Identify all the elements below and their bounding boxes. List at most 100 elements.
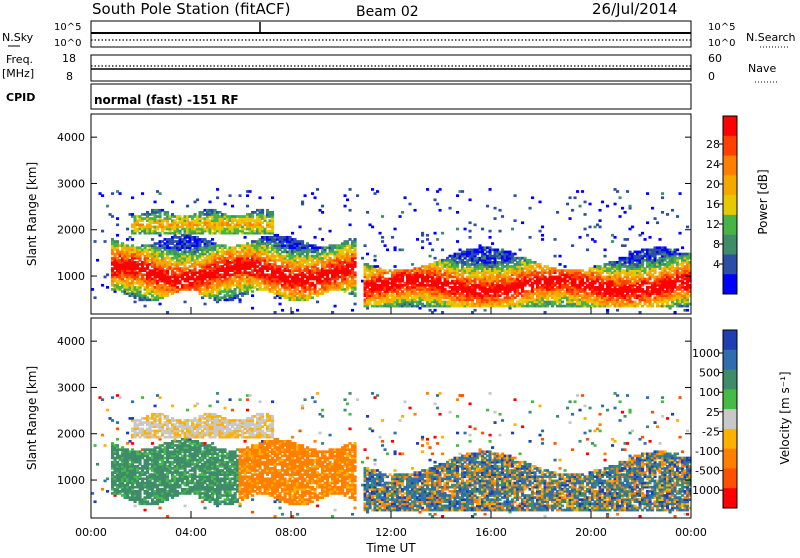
power-cell [251, 307, 254, 310]
power-cell [611, 240, 614, 243]
power-cell [554, 255, 557, 258]
power-cell [311, 192, 314, 195]
power-cell [101, 284, 104, 287]
power-cell [569, 217, 572, 220]
power-data-layer [91, 188, 692, 314]
power-cell [366, 211, 369, 214]
power-cell [484, 309, 487, 312]
nave-tick-top: 60 [708, 52, 722, 65]
power-cell [94, 240, 97, 243]
power-cell [539, 263, 542, 266]
power-cell [351, 309, 354, 312]
power-cell [441, 311, 444, 314]
power-cell [399, 215, 402, 218]
power-cell [354, 292, 357, 295]
power-cell [414, 209, 417, 212]
power-cell [304, 194, 307, 197]
power-cell [321, 205, 324, 208]
power-cell [619, 215, 622, 218]
power-cell [171, 201, 174, 204]
power-cell [614, 203, 617, 206]
freq-tick-top: 18 [62, 52, 76, 65]
power-cell [441, 232, 444, 235]
power-cell [166, 311, 169, 314]
power-cell [249, 190, 252, 193]
power-cell [366, 253, 369, 256]
power-cell [349, 188, 352, 191]
power-cell [381, 236, 384, 239]
power-cell [486, 205, 489, 208]
power-cell [331, 311, 334, 314]
power-cell [391, 236, 394, 239]
power-cell [409, 203, 412, 206]
power-cell [426, 234, 429, 237]
cpid-strip: CPID normal (fast) -151 RF [6, 84, 691, 109]
power-cell [564, 265, 567, 268]
power-cell [364, 244, 367, 247]
power-cell [589, 203, 592, 206]
power-cell [469, 236, 472, 239]
power-cell [539, 230, 542, 233]
power-cell [494, 207, 497, 210]
power-cell [439, 209, 442, 212]
power-cell [371, 226, 374, 229]
power-cell [529, 236, 532, 239]
power-cell [599, 219, 602, 222]
power-cell [394, 246, 397, 249]
power-cell [144, 305, 147, 308]
power-cell [314, 196, 317, 199]
power-cell [499, 230, 502, 233]
power-cell [581, 190, 584, 193]
power-cell [619, 196, 622, 199]
power-cell [519, 248, 522, 251]
power-cell [401, 248, 404, 251]
power-cell [101, 230, 104, 233]
power-cell [429, 242, 432, 245]
power-cell [574, 196, 577, 199]
power-cell [131, 238, 134, 241]
power-cell [94, 296, 97, 299]
power-cell [216, 196, 219, 199]
power-cell [106, 273, 109, 276]
power-cell [599, 226, 602, 229]
power-cell [384, 244, 387, 247]
power-cell [511, 228, 514, 231]
power-cell [376, 190, 379, 193]
power-cell [246, 194, 249, 197]
freq-strip: Freq. [MHz] 18 8 Nave 60 0 [2, 52, 778, 83]
power-cell [556, 211, 559, 214]
power-cell [621, 207, 624, 210]
power-cell [461, 190, 464, 193]
power-cell [246, 205, 249, 208]
power-cell [449, 207, 452, 210]
power-cell [321, 238, 324, 241]
power-cell [421, 240, 424, 243]
power-cell [126, 228, 129, 231]
power-cell [436, 203, 439, 206]
power-cell [541, 234, 544, 237]
power-cell [381, 240, 384, 243]
power-cell [159, 192, 162, 195]
power-cell [296, 309, 299, 312]
power-cell [401, 211, 404, 214]
power-cell [421, 232, 424, 235]
power-cell [439, 188, 442, 191]
power-cell [271, 196, 274, 199]
power-cell [456, 228, 459, 231]
power-cell [541, 238, 544, 241]
power-cell [279, 303, 282, 306]
power-cell [116, 234, 119, 237]
power-cell [116, 240, 119, 243]
power-cell [394, 228, 397, 231]
power-cell [601, 201, 604, 204]
power-cell [456, 211, 459, 214]
power-cell [344, 205, 347, 208]
nsearch-label: N.Search [746, 31, 796, 44]
power-cell [224, 244, 227, 247]
power-cell [426, 188, 429, 191]
power-cell [111, 215, 114, 218]
power-cell [436, 238, 439, 241]
power-cell [571, 244, 574, 247]
